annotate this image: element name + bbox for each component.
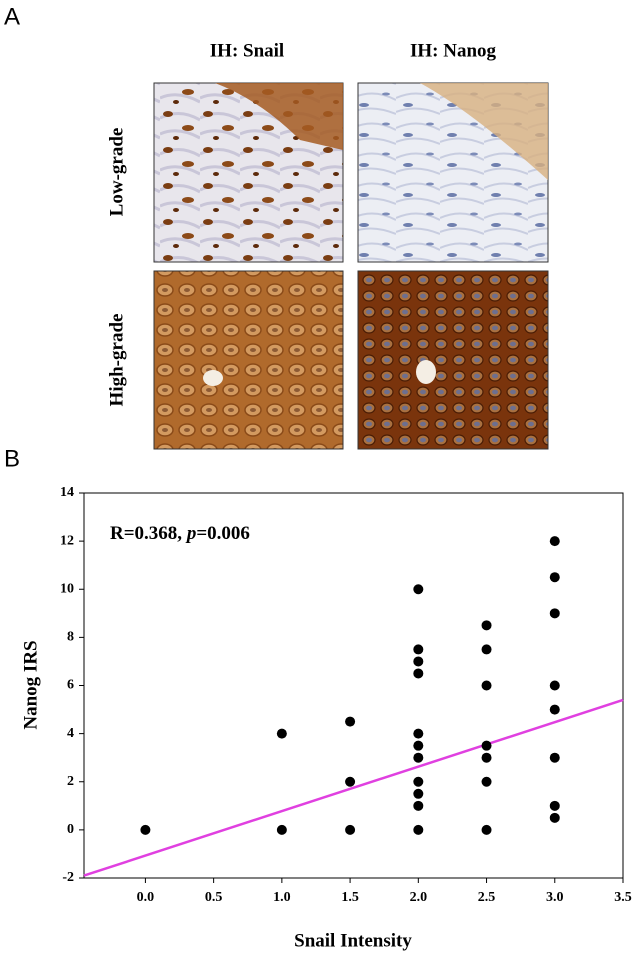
data-point	[413, 788, 424, 799]
data-point	[549, 800, 560, 811]
data-point	[481, 824, 492, 835]
x-tick-label: 0.0	[137, 890, 155, 905]
data-point	[549, 680, 560, 691]
data-point	[481, 740, 492, 751]
x-tick-label: 2.5	[478, 890, 496, 905]
y-tick-label: 10	[60, 581, 74, 596]
data-point	[345, 776, 356, 787]
y-tick-label: 4	[67, 726, 74, 741]
annotation-text: R=0.368,	[110, 523, 187, 544]
y-tick-label: 2	[67, 774, 74, 789]
data-point	[549, 572, 560, 583]
data-point	[549, 752, 560, 763]
data-point	[276, 824, 287, 835]
x-tick-label: 3.0	[546, 890, 564, 905]
row-header: Low-grade	[106, 128, 127, 217]
panel-label: B	[4, 445, 20, 472]
row-header: High-grade	[106, 314, 127, 407]
data-point	[413, 740, 424, 751]
y-tick-label: 6	[67, 678, 74, 693]
micrograph	[357, 270, 549, 450]
panel-label: A	[4, 3, 20, 30]
annotation-text: =0.006	[196, 523, 250, 544]
plot-frame	[83, 492, 624, 879]
data-point	[345, 824, 356, 835]
data-point	[549, 704, 560, 715]
column-header: IH: Snail	[210, 40, 284, 61]
x-tick-label: 1.5	[341, 890, 359, 905]
x-tick-label: 3.5	[614, 890, 632, 905]
data-point	[413, 728, 424, 739]
data-point	[413, 824, 424, 835]
data-point	[549, 812, 560, 823]
data-point	[140, 824, 151, 835]
data-point	[481, 776, 492, 787]
data-point	[481, 680, 492, 691]
y-tick-label: 8	[67, 630, 74, 645]
data-point	[345, 716, 356, 727]
data-point	[413, 776, 424, 787]
annotation-text: p	[185, 523, 197, 544]
data-point	[413, 644, 424, 655]
data-point	[549, 608, 560, 619]
scatter-plot: Snail Intensity Nanog IRS R=0.368, p=0.0…	[20, 485, 631, 951]
data-point	[549, 536, 560, 547]
y-tick-label: 12	[60, 533, 74, 548]
column-header: IH: Nanog	[410, 40, 497, 61]
x-tick-label: 0.5	[205, 890, 223, 905]
micrograph	[153, 270, 344, 450]
lumen	[203, 370, 223, 386]
data-point	[481, 752, 492, 763]
stain-region	[215, 83, 343, 150]
data-point	[413, 752, 424, 763]
x-axis-label: Snail Intensity	[294, 930, 412, 951]
x-tick-label: 2.0	[410, 890, 428, 905]
annotation: R=0.368, p=0.006	[110, 523, 250, 544]
data-point	[481, 620, 492, 631]
fit-line	[83, 698, 624, 877]
data-point	[413, 800, 424, 811]
data-point	[481, 644, 492, 655]
data-point	[276, 728, 287, 739]
x-tick-label: 1.0	[273, 890, 291, 905]
y-tick-label: 14	[60, 485, 74, 500]
y-tick-label: -2	[62, 870, 74, 885]
y-tick-label: 0	[67, 822, 74, 837]
y-axis-label: Nanog IRS	[20, 640, 41, 729]
data-point	[413, 656, 424, 667]
stain-region	[420, 83, 548, 180]
lumen	[416, 360, 436, 384]
data-point	[413, 584, 424, 595]
data-point	[413, 668, 424, 679]
